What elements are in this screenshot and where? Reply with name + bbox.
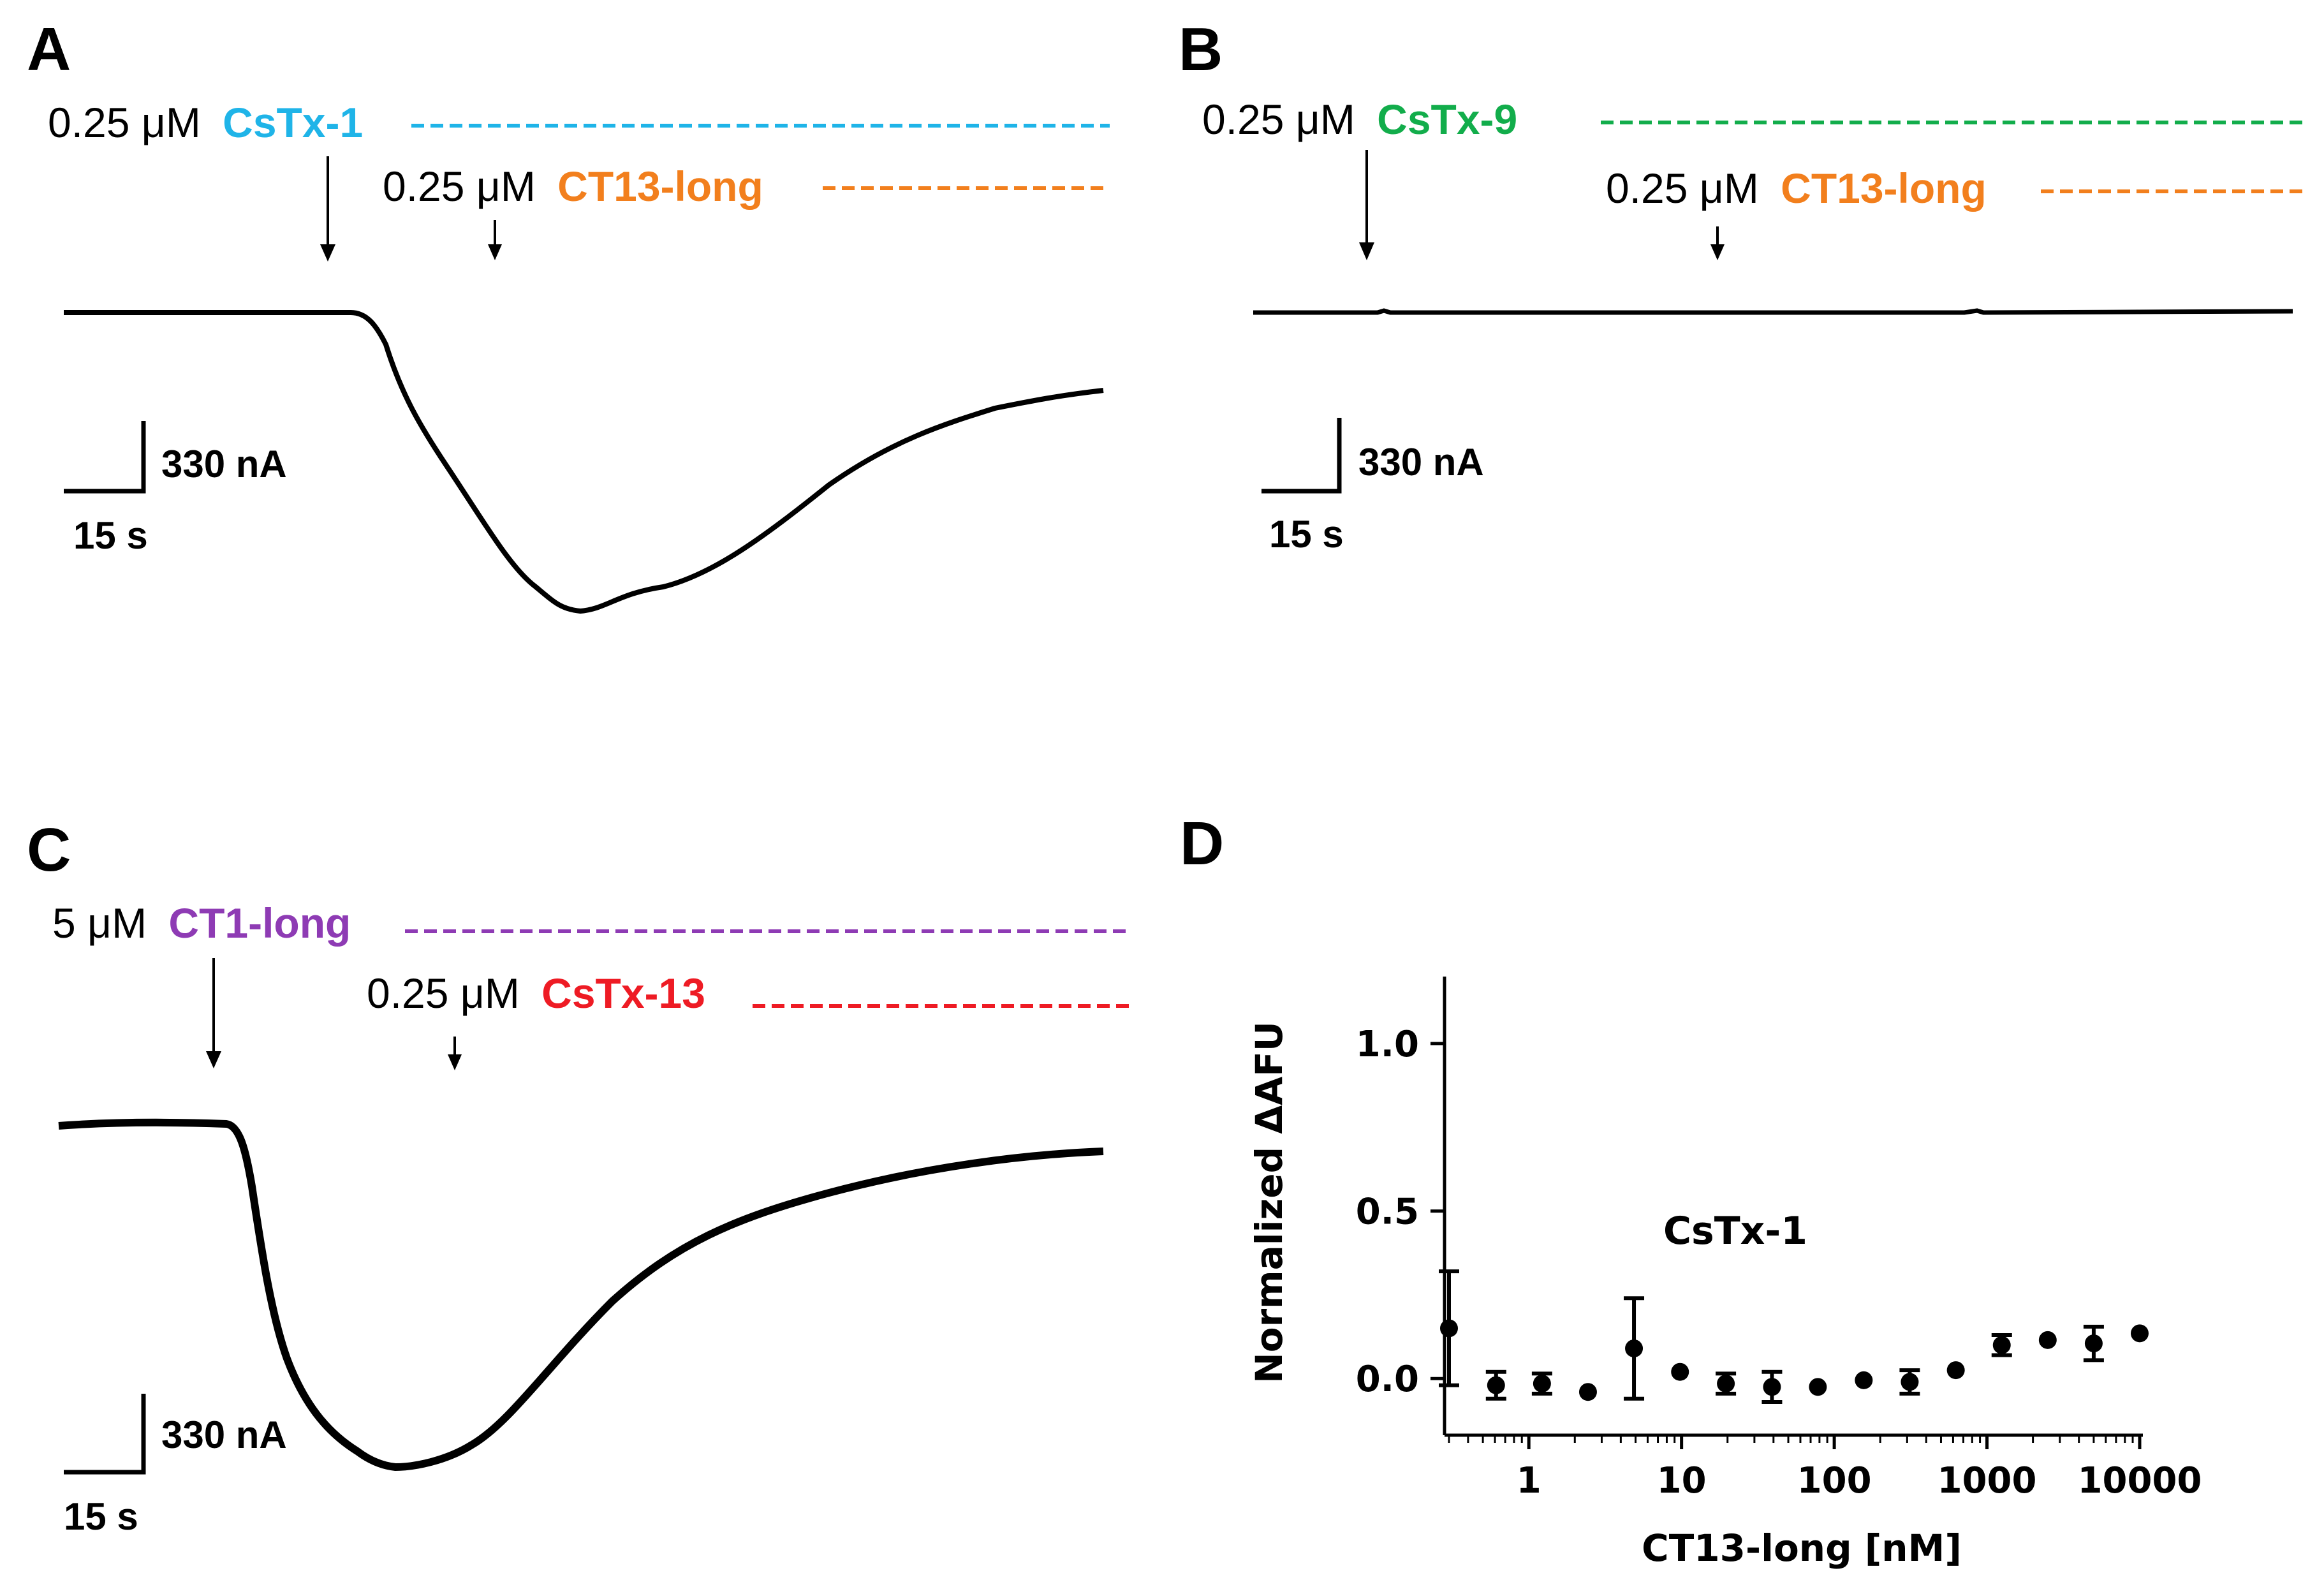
point-marker <box>1533 1375 1551 1393</box>
x-tick-label: 1000 <box>1938 1460 2037 1502</box>
data-point <box>1991 1332 2012 1357</box>
point-marker <box>1578 1383 1597 1401</box>
panel-c-ct1-label: CT1-long <box>168 899 351 947</box>
data-points <box>1439 1269 2149 1404</box>
point-marker <box>1671 1362 1689 1381</box>
panel-a-letter: A <box>27 15 71 84</box>
data-point <box>1531 1371 1552 1396</box>
panel-d: D 0.0 0.5 1.0 1 10 100 1000 10000 Normalized Δ… <box>1180 809 2202 1570</box>
data-point <box>1716 1371 1737 1396</box>
point-marker <box>1487 1376 1505 1394</box>
data-point <box>1578 1383 1597 1401</box>
y-axis-ticks: 0.0 0.5 1.0 <box>1356 1024 1445 1400</box>
panel-b-cstx9-arrow <box>1359 150 1374 260</box>
svg-text:5 μM CT1-long: 5 μM CT1-long <box>52 899 351 947</box>
panel-b-scale-time: 15 s <box>1269 513 1344 556</box>
point-marker <box>1992 1336 2011 1354</box>
point-marker <box>2131 1324 2149 1343</box>
panel-c-ct1-concentration: 5 μM <box>52 899 147 947</box>
x-tick-label: 100 <box>1797 1460 1872 1502</box>
point-marker <box>2038 1331 2057 1349</box>
data-point <box>1899 1368 1920 1396</box>
data-point <box>1485 1369 1506 1401</box>
panel-c-current-trace <box>58 1118 1104 1471</box>
panel-b-cstx9-label: CsTx-9 <box>1377 96 1517 143</box>
panel-a: A 0.25 μM CsTx-1 0.25 μM CT13-long 330 n… <box>27 15 1110 614</box>
point-marker <box>1946 1361 1965 1380</box>
panel-b-ct13-concentration: 0.25 μM <box>1606 165 1759 212</box>
panel-c: C 5 μM CT1-long 0.25 μM CsTx-13 330 nA 1… <box>27 816 1135 1538</box>
panel-a-cstx1-concentration: 0.25 μM <box>48 99 201 146</box>
panel-c-scale-bar: 330 nA 15 s <box>64 1394 287 1538</box>
panel-c-cstx13-label: CsTx-13 <box>541 970 705 1017</box>
svg-text:0.25 μM CT13-long: 0.25 μM CT13-long <box>383 163 763 210</box>
panel-c-scale-time: 15 s <box>64 1495 138 1538</box>
data-point <box>2038 1331 2057 1349</box>
y-axis-label: Normalized ΔAFU <box>1247 1021 1291 1384</box>
panel-a-ct13-concentration: 0.25 μM <box>383 163 536 210</box>
data-point <box>1946 1361 1965 1380</box>
data-point <box>2083 1324 2104 1362</box>
point-marker <box>1809 1378 1827 1396</box>
data-point <box>1624 1296 1645 1401</box>
panel-c-letter: C <box>27 816 71 884</box>
panel-b-scale-bar: 330 nA 15 s <box>1261 418 1484 556</box>
point-marker <box>1855 1371 1873 1389</box>
x-axis-ticks: 1 10 100 1000 10000 <box>1448 1435 2202 1502</box>
panel-b-current-trace <box>1253 308 2293 315</box>
panel-c-cstx13-arrow <box>448 1037 462 1070</box>
panel-b-ct13-arrow <box>1710 226 1725 260</box>
data-point <box>1809 1378 1827 1396</box>
y-tick-label: 0.5 <box>1356 1192 1419 1233</box>
panel-a-ct13-label: CT13-long <box>557 163 763 210</box>
panel-a-scale-bar: 330 nA 15 s <box>64 421 287 557</box>
panel-d-letter: D <box>1180 809 1224 878</box>
panel-b-letter: B <box>1179 15 1223 84</box>
point-marker <box>2084 1334 2103 1353</box>
data-point <box>2131 1324 2149 1343</box>
x-axis-label: CT13-long [nM] <box>1642 1526 1962 1570</box>
panel-a-ct13-arrow <box>488 220 502 260</box>
x-tick-label: 10 <box>1657 1460 1707 1502</box>
panel-a-current-trace <box>64 310 1104 614</box>
svg-text:0.25 μM CT13-long: 0.25 μM CT13-long <box>1606 165 1987 212</box>
panel-b-scale-current: 330 nA <box>1358 441 1484 483</box>
point-marker <box>1625 1339 1644 1357</box>
panel-d-chart: 0.0 0.5 1.0 1 10 100 1000 10000 Normalized ΔAF… <box>1247 977 2202 1570</box>
data-point <box>1671 1362 1689 1381</box>
data-point <box>1855 1371 1873 1389</box>
panel-b-cstx9-concentration: 0.25 μM <box>1202 96 1355 143</box>
panel-a-scale-current: 330 nA <box>161 443 287 485</box>
point-marker <box>1763 1378 1781 1396</box>
panel-c-scale-current: 330 nA <box>161 1414 287 1456</box>
x-tick-label: 1 <box>1517 1460 1541 1502</box>
point-marker <box>1901 1373 1919 1391</box>
panel-a-cstx1-arrow <box>320 156 335 262</box>
panel-b-ct13-label: CT13-long <box>1781 165 1987 212</box>
series-label: CsTx-1 <box>1663 1209 1807 1253</box>
point-marker <box>1717 1375 1735 1393</box>
panel-c-cstx13-concentration: 0.25 μM <box>367 970 520 1017</box>
panel-a-cstx1-label: CsTx-1 <box>223 99 363 146</box>
y-tick-label: 0.0 <box>1356 1359 1419 1400</box>
x-tick-label: 10000 <box>2078 1460 2202 1502</box>
data-point <box>1761 1369 1783 1404</box>
y-tick-label: 1.0 <box>1356 1024 1419 1065</box>
panel-c-ct1-arrow <box>206 958 221 1068</box>
svg-text:0.25 μM CsTx-1: 0.25 μM CsTx-1 <box>48 99 363 146</box>
svg-text:0.25 μM CsTx-9: 0.25 μM CsTx-9 <box>1202 96 1517 143</box>
svg-text:0.25 μM CsTx-13: 0.25 μM CsTx-13 <box>367 970 705 1017</box>
panel-b: B 0.25 μM CsTx-9 0.25 μM CT13-long 330 n… <box>1179 15 2302 556</box>
panel-a-scale-time: 15 s <box>73 514 148 557</box>
data-point <box>1439 1269 1459 1387</box>
point-marker <box>1440 1319 1458 1338</box>
